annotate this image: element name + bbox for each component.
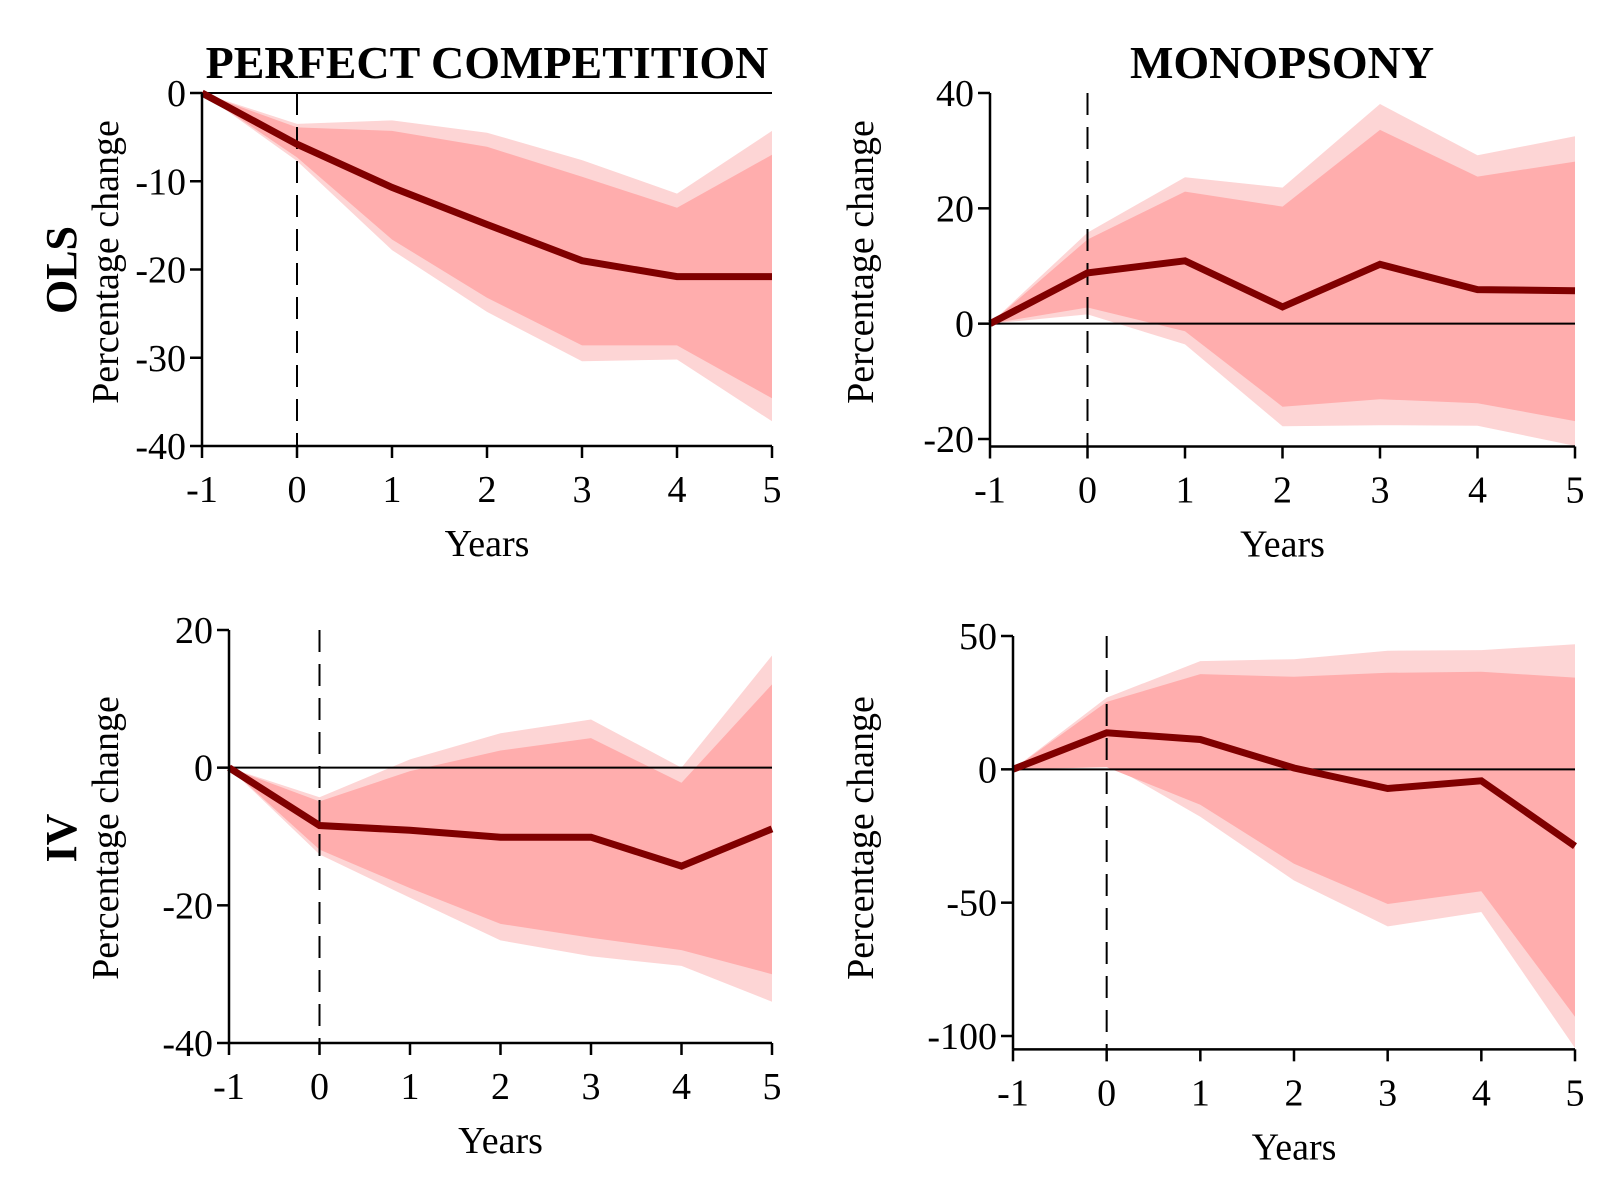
x-tick-label: 2 [1273, 469, 1292, 511]
x-tick-label: 1 [1191, 1072, 1210, 1114]
x-tick-label: 5 [763, 1066, 782, 1108]
x-axis-title: Years [1252, 1126, 1337, 1168]
x-tick-label: -1 [186, 469, 218, 511]
x-tick-label: 0 [310, 1066, 329, 1108]
x-tick-label: 0 [288, 469, 307, 511]
x-tick-label: 0 [1078, 469, 1097, 511]
inner-confidence-band [229, 684, 772, 975]
panel-iv-monopsony: 50 0 -50 -100-1 0 1 2 3 4 5 Years Percentage change [840, 616, 1585, 1168]
x-tick-label: 4 [672, 1066, 691, 1108]
y-tick-label: -20 [923, 419, 974, 461]
x-tick-label: 1 [383, 469, 402, 511]
y-tick-label: 20 [936, 188, 974, 230]
y-tick-label: -40 [162, 1023, 213, 1065]
x-tick-label: 3 [573, 469, 592, 511]
x-tick-label: -1 [974, 469, 1006, 511]
y-axis-title: Percentage change [85, 696, 127, 980]
x-tick-label: 2 [1285, 1072, 1304, 1114]
y-tick-label: 50 [959, 616, 997, 658]
x-tick-label: 3 [1378, 1072, 1397, 1114]
y-tick-label: 20 [175, 610, 213, 652]
panel-ols-monopsony: 40 20 0 -20-1 0 1 2 3 4 5 Years Percentage change [840, 73, 1585, 565]
x-tick-label: 5 [763, 469, 782, 511]
x-tick-label: 2 [491, 1066, 510, 1108]
x-tick-label: 4 [1468, 469, 1487, 511]
panel-iv-perfect-competition: 20 0 -20 -40-1 0 1 2 3 4 5 Years Percentage change [85, 610, 782, 1162]
y-tick-label: -30 [135, 338, 186, 380]
y-axis-title: Percentage change [840, 696, 882, 980]
x-tick-label: -1 [997, 1072, 1029, 1114]
x-tick-label: 1 [401, 1066, 420, 1108]
y-tick-label: 0 [955, 304, 974, 346]
x-tick-label: 2 [478, 469, 497, 511]
row-label-iv: IV [37, 813, 86, 862]
y-tick-label: 0 [167, 73, 186, 115]
y-axis-title: Percentage change [85, 120, 127, 404]
x-tick-label: 5 [1566, 469, 1585, 511]
x-tick-label: 3 [1371, 469, 1390, 511]
x-tick-label: 4 [1472, 1072, 1491, 1114]
x-tick-label: 3 [582, 1066, 601, 1108]
inner-confidence-band [990, 129, 1575, 422]
y-tick-label: -10 [135, 161, 186, 203]
y-tick-label: 0 [978, 749, 997, 791]
y-axis-title: Percentage change [840, 120, 882, 404]
inner-confidence-band [1013, 671, 1575, 1017]
x-tick-label: -1 [213, 1066, 245, 1108]
y-tick-label: 40 [936, 73, 974, 115]
y-tick-label: -100 [927, 1016, 997, 1058]
x-tick-label: 1 [1176, 469, 1195, 511]
y-tick-label: -50 [946, 883, 997, 925]
column-title-monopsony: MONOPSONY [1130, 37, 1434, 88]
x-axis-title: Years [1240, 523, 1325, 565]
x-tick-label: 5 [1566, 1072, 1585, 1114]
y-tick-label: 0 [194, 748, 213, 790]
column-title-perfect-competition: PERFECT COMPETITION [206, 37, 769, 88]
y-tick-label: -40 [135, 426, 186, 468]
x-axis-title: Years [458, 1120, 543, 1162]
x-axis-title: Years [445, 523, 530, 565]
x-tick-label: 4 [668, 469, 687, 511]
y-tick-label: -20 [162, 885, 213, 927]
row-label-ols: OLS [37, 226, 86, 314]
y-tick-label: -20 [135, 250, 186, 292]
x-tick-label: 0 [1097, 1072, 1116, 1114]
